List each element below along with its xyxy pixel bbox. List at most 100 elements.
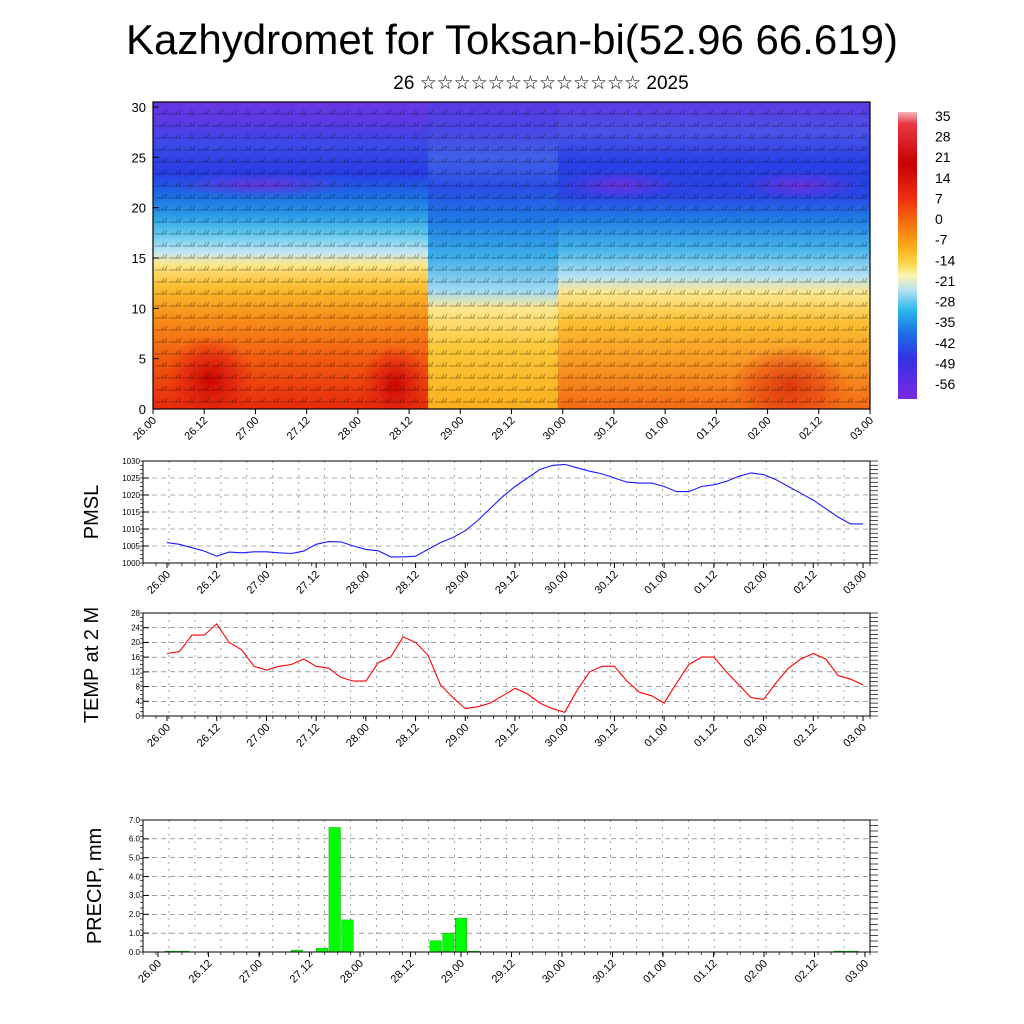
precip-x-tick-label: 02.00 — [742, 958, 770, 986]
pmsl-x-tick-label: 30.12 — [593, 569, 621, 597]
pmsl-x-tick-label: 30.00 — [543, 569, 571, 597]
precip-bar — [328, 827, 341, 953]
precip-bar — [442, 932, 455, 953]
temp-x-tick-label: 28.12 — [394, 722, 422, 750]
cross-section-x-tick-label: 28.12 — [387, 415, 415, 443]
pmsl-y-tick-label: 1000 — [122, 559, 140, 568]
cross-section-y-tick-label: 15 — [132, 251, 146, 266]
temp-x-tick-label: 01.12 — [692, 722, 720, 750]
pmsl-y-label: PMSL — [81, 485, 103, 539]
cross-section-y-axis: 0 5 10 15 20 25 30 — [132, 100, 159, 417]
cross-section-panel: 0 5 10 15 20 25 30 26.00 26.12 27.00 27.12 28.00 28… — [131, 100, 876, 443]
pmsl-x-axis: 26.00 26.12 27.00 27.12 28.00 28.12 29.00 29.12… — [145, 563, 869, 597]
precip-x-tick-label: 02.12 — [793, 958, 821, 986]
colorbar-label: -49 — [935, 355, 955, 371]
precip-x-tick-label: 03.00 — [843, 958, 871, 986]
temp-y-tick-label: 20 — [131, 638, 140, 647]
colorbar-label: 28 — [935, 129, 951, 145]
pmsl-x-tick-label: 29.00 — [443, 569, 471, 597]
colorbar-label: 21 — [935, 149, 951, 165]
temp-y-label: TEMP at 2 M — [81, 607, 103, 723]
cross-section-y-tick-label: 25 — [132, 150, 146, 165]
colorbar-label: 35 — [935, 108, 951, 124]
pmsl-y-tick-label: 1020 — [122, 491, 140, 500]
cross-section-x-tick-label: 02.00 — [746, 415, 774, 443]
colorbar-label: 7 — [935, 190, 943, 206]
temp-x-tick-label: 03.00 — [841, 722, 869, 750]
cross-section-x-tick-label: 01.00 — [643, 415, 671, 443]
precip-bar — [455, 917, 468, 953]
cross-section-x-tick-label: 26.12 — [182, 415, 210, 443]
colorbar-label: -7 — [935, 232, 948, 248]
pmsl-grid — [140, 460, 878, 566]
precip-y-tick-label: 4.0 — [129, 872, 141, 881]
temp-x-tick-label: 02.12 — [791, 722, 819, 750]
precip-x-tick-label: 01.12 — [692, 958, 720, 986]
cross-section-x-tick-label: 29.00 — [438, 415, 466, 443]
precip-y-axis: 0.0 1.0 2.0 3.0 4.0 5.0 6.0 7.0 — [129, 816, 149, 957]
precip-x-tick-label: 30.00 — [540, 958, 568, 986]
cross-section-x-tick-label: 27.00 — [234, 415, 262, 443]
pmsl-x-tick-label: 26.12 — [195, 569, 223, 597]
cross-section-x-axis: 26.00 26.12 27.00 27.12 28.00 28.12 29.00 29.12… — [131, 409, 876, 443]
temp-y-tick-label: 8 — [136, 682, 141, 691]
temp-x-tick-label: 29.12 — [493, 722, 521, 750]
pmsl-y-tick-label: 1025 — [122, 474, 140, 483]
chart-title: Kazhydromet for Toksan-bi(52.96 66.619) — [126, 16, 898, 63]
temp-series-line — [166, 623, 864, 713]
precip-x-tick-label: 01.00 — [641, 958, 669, 986]
colorbar-scale — [898, 112, 917, 399]
temp-x-tick-label: 30.12 — [593, 722, 621, 750]
pmsl-x-tick-label: 01.00 — [642, 569, 670, 597]
temperature-shading — [153, 102, 870, 409]
temp-x-tick-label: 26.00 — [145, 722, 173, 750]
precip-bar — [429, 940, 442, 953]
pmsl-x-tick-label: 29.12 — [493, 569, 521, 597]
cross-section-y-tick-label: 0 — [139, 402, 146, 417]
cross-section-x-tick-label: 28.00 — [336, 415, 364, 443]
precip-x-tick-label: 27.12 — [288, 958, 316, 986]
colorbar-label: -56 — [935, 376, 955, 392]
precip-y-tick-label: 6.0 — [129, 835, 141, 844]
pmsl-y-axis: 1000 1005 1010 1015 1020 1025 1030 — [122, 457, 149, 568]
precip-y-tick-label: 0.0 — [129, 948, 141, 957]
pmsl-x-tick-label: 28.00 — [344, 569, 372, 597]
temp-y-tick-label: 4 — [136, 697, 141, 706]
precip-x-tick-label: 27.00 — [237, 958, 265, 986]
cross-section-x-tick-label: 30.00 — [541, 415, 569, 443]
pmsl-y-tick-label: 1015 — [122, 508, 140, 517]
temp-x-tick-label: 27.12 — [294, 722, 322, 750]
precip-x-tick-label: 28.12 — [389, 958, 417, 986]
colorbar-label: -35 — [935, 314, 955, 330]
temp-y-axis: 0 4 8 12 16 20 24 28 — [131, 609, 149, 721]
precip-y-tick-label: 3.0 — [129, 891, 141, 900]
pmsl-y-tick-label: 1030 — [122, 457, 140, 466]
pmsl-y-tick-label: 1005 — [122, 542, 140, 551]
cross-section-x-tick-label: 29.12 — [490, 415, 518, 443]
precip-x-tick-label: 26.00 — [136, 958, 164, 986]
pmsl-x-tick-label: 27.12 — [294, 569, 322, 597]
wind-barbs — [153, 102, 870, 409]
pmsl-x-tick-label: 02.12 — [791, 569, 819, 597]
precip-y-label: PRECIP, mm — [84, 828, 106, 944]
cross-section-y-tick-label: 5 — [139, 352, 146, 367]
cross-section-x-tick-label: 30.12 — [592, 415, 620, 443]
temp-x-tick-label: 30.00 — [543, 722, 571, 750]
pmsl-x-tick-label: 03.00 — [841, 569, 869, 597]
colorbar-label: 14 — [935, 170, 951, 186]
colorbar-label: -42 — [935, 335, 955, 351]
temp-y-tick-label: 24 — [131, 624, 140, 633]
precip-bars — [164, 827, 859, 953]
temp-x-tick-label: 02.00 — [742, 722, 770, 750]
colorbar-label: -14 — [935, 252, 955, 268]
precip-y-tick-label: 7.0 — [129, 816, 141, 825]
precip-frame — [142, 819, 871, 953]
cross-section-x-tick-label: 26.00 — [131, 415, 159, 443]
precip-y-tick-label: 2.0 — [129, 910, 141, 919]
precip-y-tick-label: 5.0 — [129, 854, 141, 863]
precip-x-tick-label: 30.12 — [591, 958, 619, 986]
cross-section-x-tick-label: 03.00 — [848, 415, 876, 443]
precip-x-tick-label: 26.12 — [187, 958, 215, 986]
